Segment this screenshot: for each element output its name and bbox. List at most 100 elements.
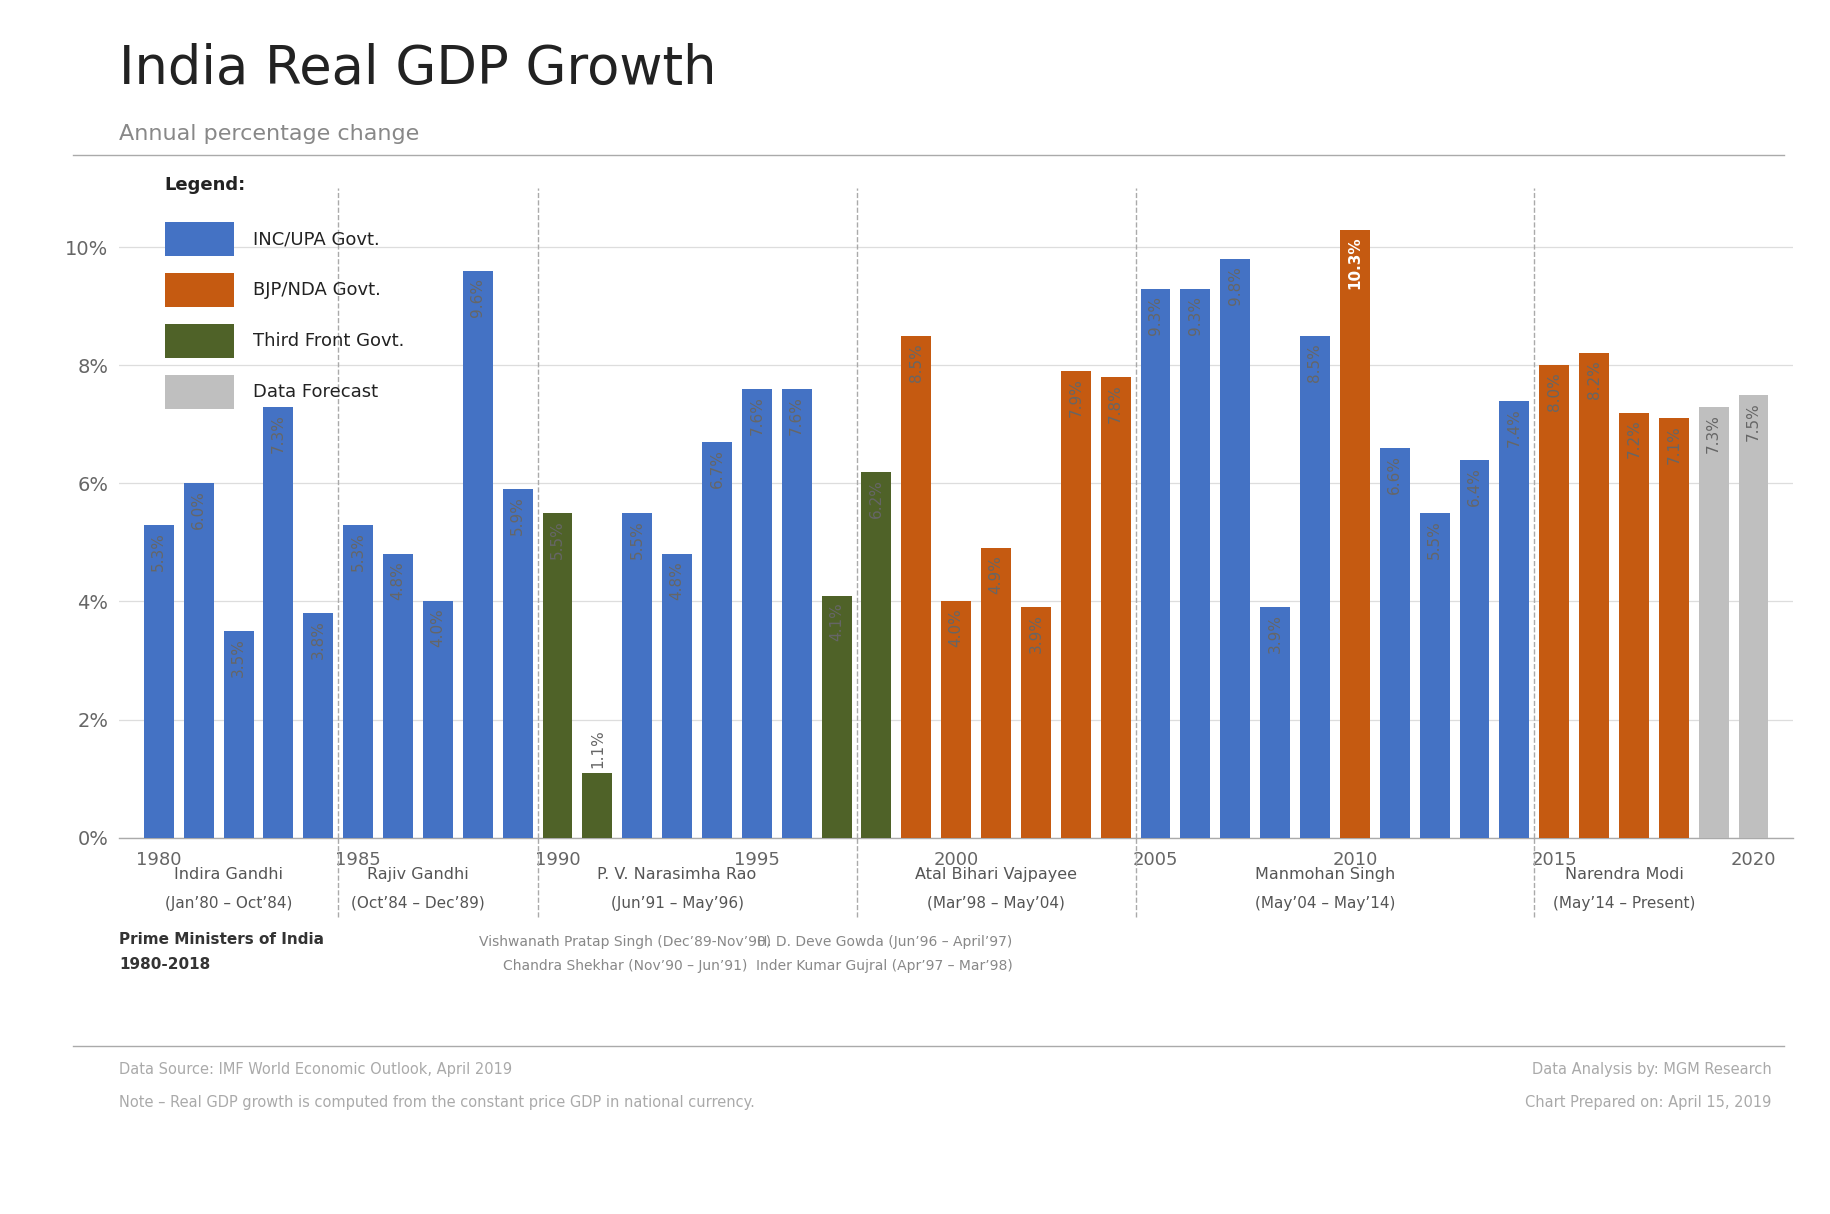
Text: 6.6%: 6.6%: [1387, 455, 1402, 494]
Text: Legend:: Legend:: [165, 176, 245, 194]
Text: 1.1%: 1.1%: [589, 730, 606, 768]
Text: (Oct’84 – Dec’89): (Oct’84 – Dec’89): [351, 896, 485, 910]
Text: 5.5%: 5.5%: [630, 520, 644, 558]
Bar: [1420, 512, 1449, 838]
Bar: [503, 489, 533, 838]
Text: Rajiv Gandhi: Rajiv Gandhi: [368, 867, 468, 881]
Text: 9.8%: 9.8%: [1228, 266, 1243, 305]
Text: Data Source: IMF World Economic Outlook, April 2019: Data Source: IMF World Economic Outlook,…: [119, 1062, 512, 1077]
Text: 7.8%: 7.8%: [1109, 384, 1124, 422]
Text: 7.3%: 7.3%: [271, 414, 285, 453]
Text: Inder Kumar Gujral (Apr’97 – Mar’98): Inder Kumar Gujral (Apr’97 – Mar’98): [756, 959, 1012, 974]
Bar: [1299, 336, 1330, 838]
Bar: [1539, 365, 1568, 838]
Text: P. V. Narasimha Rao: P. V. Narasimha Rao: [597, 867, 758, 881]
Bar: [1100, 378, 1131, 838]
Text: 7.6%: 7.6%: [789, 396, 803, 435]
Text: 6.2%: 6.2%: [869, 478, 884, 517]
Bar: [1658, 419, 1689, 838]
Text: Manmohan Singh: Manmohan Singh: [1255, 867, 1394, 881]
Text: 4.8%: 4.8%: [390, 561, 406, 600]
Text: India Real GDP Growth: India Real GDP Growth: [119, 42, 717, 95]
Text: 7.1%: 7.1%: [1667, 426, 1682, 464]
Bar: [1620, 413, 1649, 838]
Bar: [1460, 460, 1490, 838]
Bar: [862, 471, 891, 838]
Text: 5.5%: 5.5%: [1427, 520, 1442, 558]
Text: 4.1%: 4.1%: [829, 602, 844, 641]
Bar: [145, 524, 174, 838]
Text: 8.5%: 8.5%: [910, 342, 924, 381]
Text: Data Analysis by: MGM Research: Data Analysis by: MGM Research: [1532, 1062, 1771, 1077]
Text: 7.5%: 7.5%: [1746, 402, 1760, 441]
Text: Indira Gandhi: Indira Gandhi: [174, 867, 284, 881]
Text: 7.4%: 7.4%: [1506, 408, 1523, 447]
Text: Chandra Shekhar (Nov’90 – Jun’91): Chandra Shekhar (Nov’90 – Jun’91): [503, 959, 747, 974]
Bar: [1180, 289, 1210, 838]
Text: (Mar’98 – May’04): (Mar’98 – May’04): [928, 896, 1065, 910]
Bar: [781, 388, 813, 838]
Bar: [344, 524, 373, 838]
Bar: [1738, 395, 1768, 838]
Text: 6.7%: 6.7%: [710, 449, 725, 488]
Text: BJP/NDA Govt.: BJP/NDA Govt.: [253, 282, 381, 299]
Text: Atal Bihari Vajpayee: Atal Bihari Vajpayee: [915, 867, 1078, 881]
Text: 7.3%: 7.3%: [1706, 414, 1722, 453]
Text: 3.5%: 3.5%: [231, 639, 245, 677]
Bar: [582, 773, 613, 838]
Text: Note – Real GDP growth is computed from the constant price GDP in national curre: Note – Real GDP growth is computed from …: [119, 1095, 754, 1110]
Text: 8.2%: 8.2%: [1587, 361, 1601, 399]
Text: 3.8%: 3.8%: [311, 620, 326, 659]
Bar: [822, 596, 851, 838]
Text: 8.5%: 8.5%: [1307, 342, 1323, 381]
Bar: [423, 601, 452, 838]
Text: 6.4%: 6.4%: [1468, 467, 1482, 506]
Text: Vishwanath Pratap Singh (Dec’89-Nov’90): Vishwanath Pratap Singh (Dec’89-Nov’90): [479, 935, 770, 949]
Text: INC/UPA Govt.: INC/UPA Govt.: [253, 231, 379, 248]
Bar: [463, 271, 492, 838]
Bar: [622, 512, 651, 838]
Text: Annual percentage change: Annual percentage change: [119, 124, 419, 143]
Bar: [1380, 448, 1409, 838]
Bar: [382, 555, 414, 838]
Bar: [1579, 353, 1609, 838]
Text: 7.2%: 7.2%: [1627, 420, 1642, 459]
Text: Data Forecast: Data Forecast: [253, 384, 377, 401]
Bar: [981, 549, 1010, 838]
Bar: [662, 555, 692, 838]
Text: 8.0%: 8.0%: [1546, 373, 1561, 412]
Text: (Jun’91 – May’96): (Jun’91 – May’96): [611, 896, 743, 910]
Text: H. D. Deve Gowda (Jun’96 – April’97): H. D. Deve Gowda (Jun’96 – April’97): [758, 935, 1012, 949]
Bar: [183, 483, 214, 838]
Bar: [264, 407, 293, 838]
Bar: [1221, 259, 1250, 838]
Text: 9.3%: 9.3%: [1188, 296, 1202, 335]
Text: (May’14 – Present): (May’14 – Present): [1554, 896, 1695, 910]
Text: 4.0%: 4.0%: [948, 608, 964, 647]
Text: Prime Ministers of India: Prime Ministers of India: [119, 932, 324, 947]
Bar: [1340, 229, 1371, 838]
Text: 5.5%: 5.5%: [551, 520, 565, 558]
Text: 3.9%: 3.9%: [1028, 614, 1043, 653]
Text: 1980-2018: 1980-2018: [119, 957, 210, 971]
Text: 3.9%: 3.9%: [1268, 614, 1283, 653]
Text: 5.9%: 5.9%: [511, 497, 525, 535]
Bar: [1061, 371, 1091, 838]
Text: 10.3%: 10.3%: [1347, 237, 1362, 289]
Text: Third Front Govt.: Third Front Govt.: [253, 333, 404, 350]
Text: 9.6%: 9.6%: [470, 278, 485, 317]
Text: 7.9%: 7.9%: [1069, 379, 1083, 418]
Bar: [703, 442, 732, 838]
Text: 9.3%: 9.3%: [1147, 296, 1164, 335]
Bar: [1261, 607, 1290, 838]
Text: (Jan’80 – Oct’84): (Jan’80 – Oct’84): [165, 896, 293, 910]
Bar: [941, 601, 972, 838]
Bar: [542, 512, 573, 838]
Text: (May’04 – May’14): (May’04 – May’14): [1255, 896, 1394, 910]
Bar: [304, 613, 333, 838]
Text: 5.3%: 5.3%: [152, 532, 167, 571]
Text: 6.0%: 6.0%: [190, 490, 207, 529]
Bar: [1140, 289, 1171, 838]
Text: Narendra Modi: Narendra Modi: [1565, 867, 1684, 881]
Text: 4.9%: 4.9%: [988, 556, 1003, 595]
